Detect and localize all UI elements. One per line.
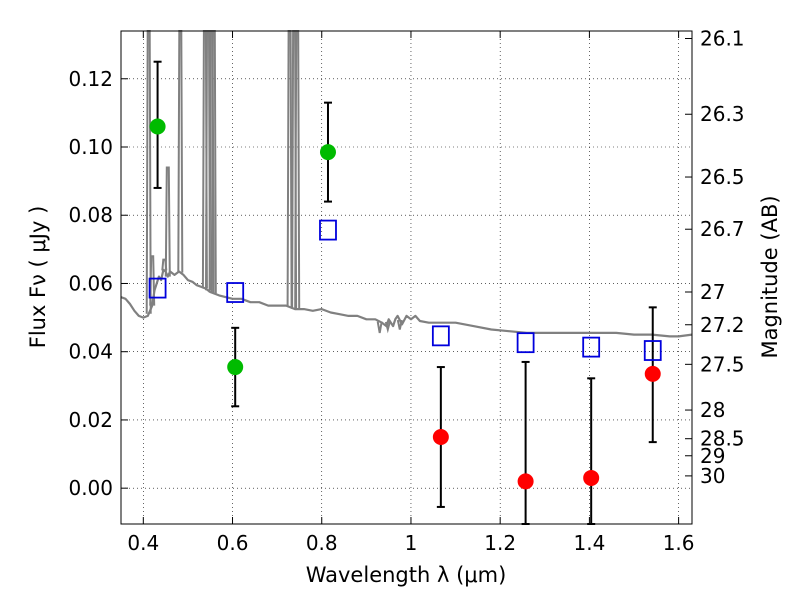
model-flux-marker (643, 340, 662, 361)
y-tick-label: 0.06 (68, 271, 113, 295)
magnitude-tick-label: 30 (700, 464, 725, 488)
y-tick-label: 0.12 (68, 67, 113, 91)
x-tick-label: 1.6 (663, 531, 695, 555)
emission-line (164, 166, 171, 277)
model-flux-marker (582, 336, 601, 358)
model-flux-marker (148, 277, 167, 299)
model-flux-marker (226, 282, 245, 303)
y-axis-label: Flux Fν ( μJy ) (26, 206, 50, 349)
detection-marker (227, 359, 244, 376)
absorption-feature (384, 321, 391, 334)
magnitude-tick-label: 27.2 (700, 313, 745, 337)
x-axis-ticks: 0.4 0.6 0.8 1 1.2 1.4 1.6 (127, 31, 695, 555)
nondetection-marker (583, 469, 600, 486)
y-tick-label: 0.08 (68, 203, 113, 227)
model-spectrum-continuum (120, 268, 693, 338)
data-markers (148, 118, 662, 490)
magnitude-tick-label: 29 (700, 444, 725, 468)
absorption-feature (396, 319, 403, 330)
detection-marker (149, 118, 166, 135)
model-flux-marker (431, 325, 450, 347)
magnitude-tick-label: 26.5 (700, 165, 745, 189)
nondetection-marker (644, 365, 661, 382)
magnitude-axis-label: Magnitude (AB) (758, 195, 782, 358)
y-tick-label: 0.04 (68, 340, 113, 364)
magnitude-tick-label: 26.7 (700, 217, 745, 241)
plot-frame (120, 30, 693, 525)
emission-line (149, 255, 156, 306)
magnitude-tick-label: 27.5 (700, 352, 745, 376)
magnitude-tick-label: 26.3 (700, 102, 745, 126)
x-tick-label: 0.4 (127, 531, 159, 555)
model-flux-marker (319, 219, 337, 241)
x-axis-label: Wavelength λ (μm) (306, 563, 507, 587)
magnitude-tick-label: 28 (700, 398, 725, 422)
magnitude-tick-label: 28.5 (700, 427, 745, 451)
x-tick-label: 0.8 (306, 531, 338, 555)
nondetection-marker (432, 429, 449, 445)
x-tick-label: 1.4 (573, 531, 605, 555)
x-tick-label: 1.2 (484, 531, 516, 555)
x-tick-label: 1 (405, 531, 418, 555)
y-tick-label: 0.02 (68, 408, 113, 432)
x-tick-label: 0.6 (217, 531, 249, 555)
model-flux-marker (516, 332, 535, 354)
y-tick-label: 0.10 (68, 135, 113, 159)
y-tick-label: 0.00 (68, 476, 113, 500)
magnitude-tick-label: 26.1 (700, 27, 745, 51)
y-axis-ticks: 0.00 0.02 0.04 0.06 0.08 0.10 0.12 (68, 67, 128, 500)
magnitude-tick-label: 27 (700, 280, 725, 304)
nondetection-marker (517, 473, 534, 490)
absorption-feature (376, 321, 383, 334)
detection-marker (319, 144, 336, 161)
